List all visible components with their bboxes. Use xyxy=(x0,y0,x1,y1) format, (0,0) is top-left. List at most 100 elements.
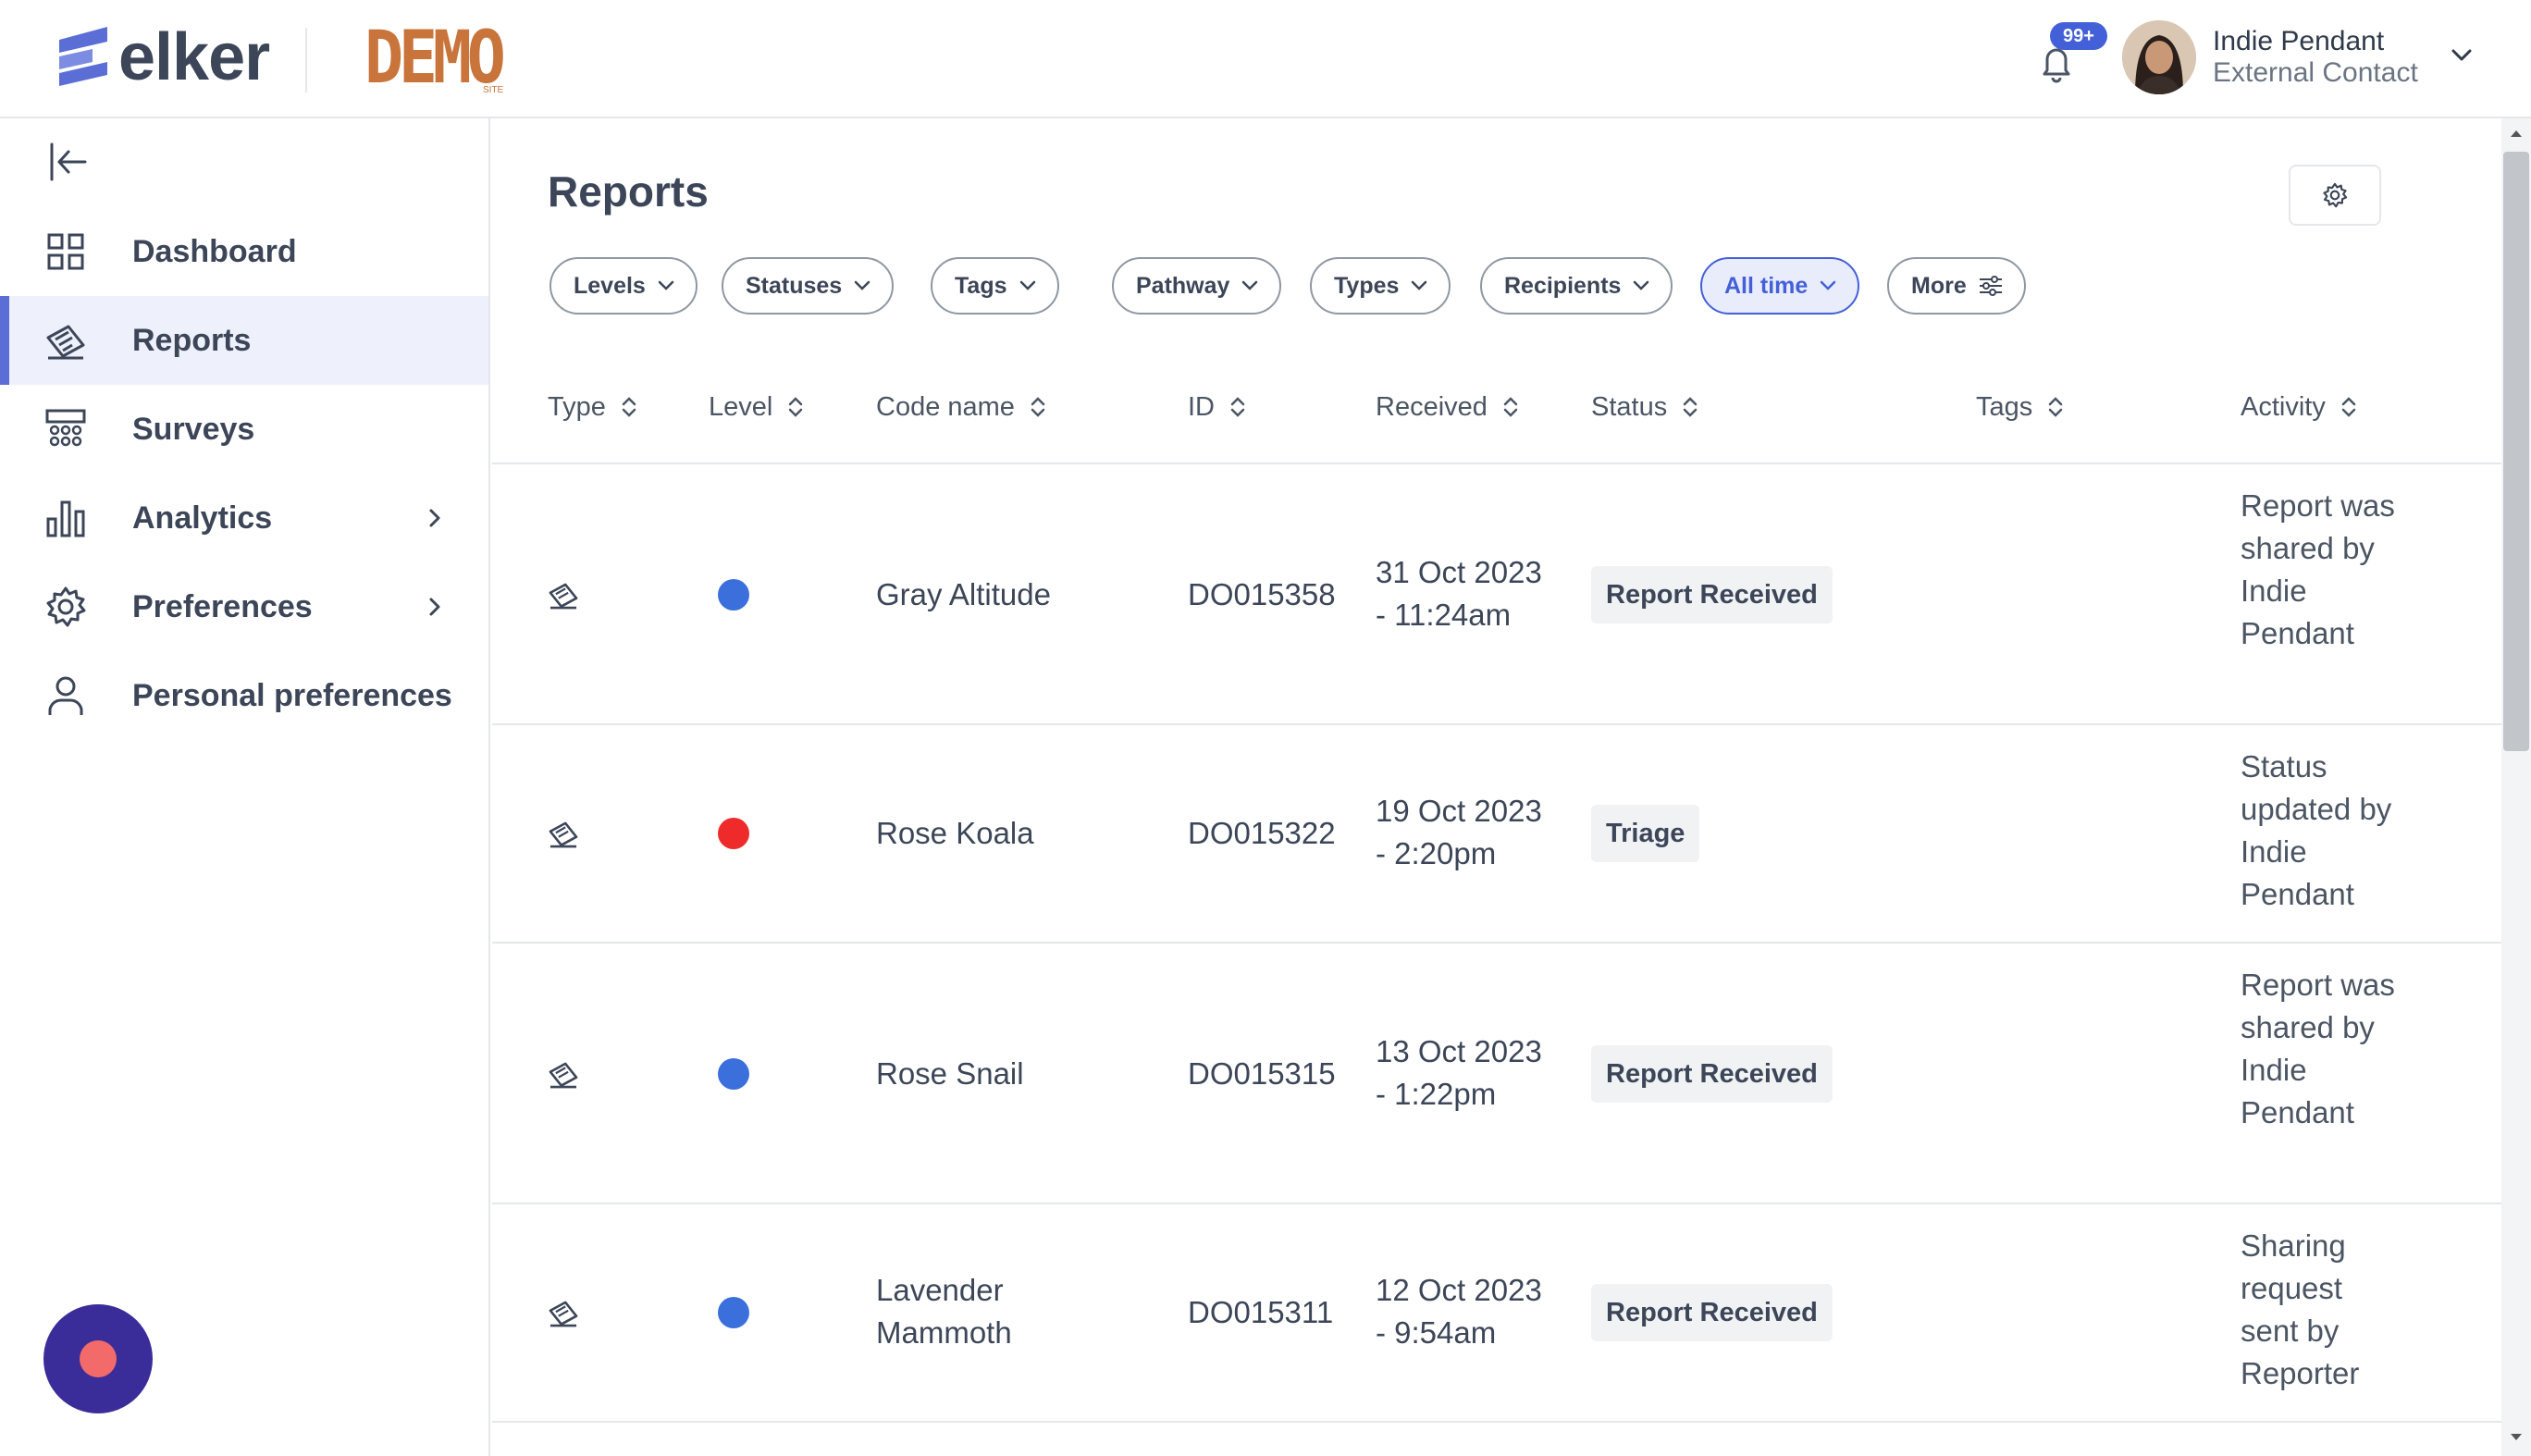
sidebar-item-reports[interactable]: Reports xyxy=(0,296,488,385)
filter-all-time[interactable]: All time xyxy=(1700,257,1860,315)
filter-label: Levels xyxy=(574,272,646,299)
sort-icon xyxy=(2049,397,2063,417)
chevron-down-icon xyxy=(854,280,870,290)
filter-label: Statuses xyxy=(746,272,843,299)
record-fab-button[interactable] xyxy=(43,1304,153,1413)
table-row[interactable]: Rose Snail DO015315 13 Oct 2023 - 1:22pm… xyxy=(492,944,2501,1204)
column-label: Tags xyxy=(1976,391,2033,422)
level-indicator xyxy=(718,1058,749,1090)
column-header-received[interactable]: Received xyxy=(1376,389,1519,426)
report-type-icon xyxy=(549,1062,578,1089)
report-id: DO015322 xyxy=(1188,816,1336,850)
code-name[interactable]: Gray Altitude xyxy=(876,577,1051,611)
collapse-sidebar-icon[interactable] xyxy=(46,141,89,183)
bell-icon[interactable] xyxy=(2031,37,2081,83)
filter-pathway[interactable]: Pathway xyxy=(1112,257,1282,315)
status-badge: Triage xyxy=(1591,805,1700,862)
chevron-down-icon xyxy=(658,280,674,290)
chevron-down-icon[interactable] xyxy=(2450,46,2474,65)
sidebar-item-preferences[interactable]: Preferences xyxy=(0,562,488,651)
sidebar-item-personal-preferences[interactable]: Personal preferences xyxy=(0,651,488,740)
column-header-level[interactable]: Level xyxy=(709,389,804,426)
survey-icon xyxy=(45,409,86,447)
column-header-id[interactable]: ID xyxy=(1188,389,1246,426)
column-label: Type xyxy=(548,391,606,422)
grid-icon xyxy=(47,233,84,270)
received-date: 12 Oct 2023 xyxy=(1376,1273,1542,1307)
filter-label: Recipients xyxy=(1504,272,1622,299)
sidebar-item-label: Analytics xyxy=(132,500,273,536)
column-header-tags[interactable]: Tags xyxy=(1976,389,2064,426)
column-header-status[interactable]: Status xyxy=(1591,389,1698,426)
sort-icon xyxy=(1503,397,1518,417)
demo-subtext: SITE xyxy=(483,85,504,95)
activity-text: Report was shared by Indie Pendant xyxy=(2241,488,2395,650)
filter-statuses[interactable]: Statuses xyxy=(722,257,895,315)
column-label: Received xyxy=(1376,391,1488,422)
filter-types[interactable]: Types xyxy=(1310,257,1451,315)
code-name[interactable]: Rose Snail xyxy=(876,1056,1024,1091)
column-header-code-name[interactable]: Code name xyxy=(876,389,1046,426)
user-name[interactable]: Indie Pendant xyxy=(2213,26,2385,56)
code-name[interactable]: Rose Koala xyxy=(876,816,1034,850)
received-date: 19 Oct 2023 xyxy=(1376,794,1542,828)
activity-text: Report was shared by Indie Pendant xyxy=(2241,968,2395,1129)
table-settings-button[interactable] xyxy=(2289,165,2381,226)
received-time: - 1:22pm xyxy=(1376,1077,1497,1111)
sidebar-item-label: Preferences xyxy=(132,588,313,624)
sort-icon xyxy=(622,397,636,417)
chevron-down-icon xyxy=(1634,280,1649,290)
table-row[interactable]: Rose Koala DO015322 19 Oct 2023 - 2:20pm… xyxy=(492,725,2501,944)
sidebar: Dashboard Reports Surveys Analytics xyxy=(0,118,490,1456)
logo-divider xyxy=(305,28,307,93)
chevron-down-icon xyxy=(1019,280,1035,290)
scrollbar-thumb[interactable] xyxy=(2503,152,2529,751)
table-row[interactable]: Lavender Mammoth DO015311 12 Oct 2023 - … xyxy=(492,1204,2501,1423)
elker-logo[interactable]: elker xyxy=(56,24,270,91)
report-type-icon xyxy=(549,821,578,848)
column-label: Level xyxy=(709,391,773,422)
demo-logo: DEMO xyxy=(364,17,506,100)
report-id: DO015358 xyxy=(1188,577,1336,611)
report-id: DO015311 xyxy=(1188,1295,1334,1329)
code-name[interactable]: Lavender Mammoth xyxy=(876,1273,1012,1350)
column-label: Status xyxy=(1591,391,1668,422)
notification-badge: 99+ xyxy=(2050,22,2107,50)
avatar-image xyxy=(2122,20,2196,94)
column-header-activity[interactable]: Activity xyxy=(2241,389,2357,426)
filter-more[interactable]: More xyxy=(1887,257,2026,315)
sidebar-item-analytics[interactable]: Analytics xyxy=(0,474,488,562)
level-indicator xyxy=(718,1297,749,1328)
filter-label: Tags xyxy=(955,272,1007,299)
sort-icon xyxy=(1230,397,1245,417)
elker-logo-icon xyxy=(59,27,107,86)
report-type-icon xyxy=(549,1301,578,1327)
gear-icon xyxy=(46,586,86,627)
status-badge: Report Received xyxy=(1591,566,1833,623)
received-date: 13 Oct 2023 xyxy=(1376,1034,1542,1068)
sidebar-item-dashboard[interactable]: Dashboard xyxy=(0,207,488,296)
report-type-icon xyxy=(549,583,578,610)
filter-tags[interactable]: Tags xyxy=(931,257,1059,315)
chevron-down-icon xyxy=(1242,280,1258,290)
activity-text: Sharing request sent by Reporter xyxy=(2241,1228,2360,1390)
filter-levels[interactable]: Levels xyxy=(549,257,698,315)
sidebar-item-label: Dashboard xyxy=(132,233,297,269)
sidebar-item-surveys[interactable]: Surveys xyxy=(0,385,488,474)
sidebar-item-label: Personal preferences xyxy=(132,677,452,713)
report-icon xyxy=(46,325,85,360)
filter-label: Types xyxy=(1334,272,1400,299)
top-header: elker DEMO SITE 99+ Indie Pendant Extern… xyxy=(0,0,2531,118)
sort-icon xyxy=(1683,397,1698,417)
received-time: - 11:24am xyxy=(1376,598,1512,632)
scroll-up-arrow-icon[interactable] xyxy=(2509,128,2524,139)
avatar[interactable] xyxy=(2122,20,2196,94)
sort-icon xyxy=(1031,397,1045,417)
sort-icon xyxy=(2341,397,2356,417)
filter-label: All time xyxy=(1724,272,1809,299)
received-date: 31 Oct 2023 xyxy=(1376,555,1542,589)
table-row[interactable]: Gray Altitude DO015358 31 Oct 2023 - 11:… xyxy=(492,464,2501,725)
column-header-type[interactable]: Type xyxy=(548,389,637,426)
scroll-down-arrow-icon[interactable] xyxy=(2509,1432,2524,1443)
filter-recipients[interactable]: Recipients xyxy=(1480,257,1673,315)
